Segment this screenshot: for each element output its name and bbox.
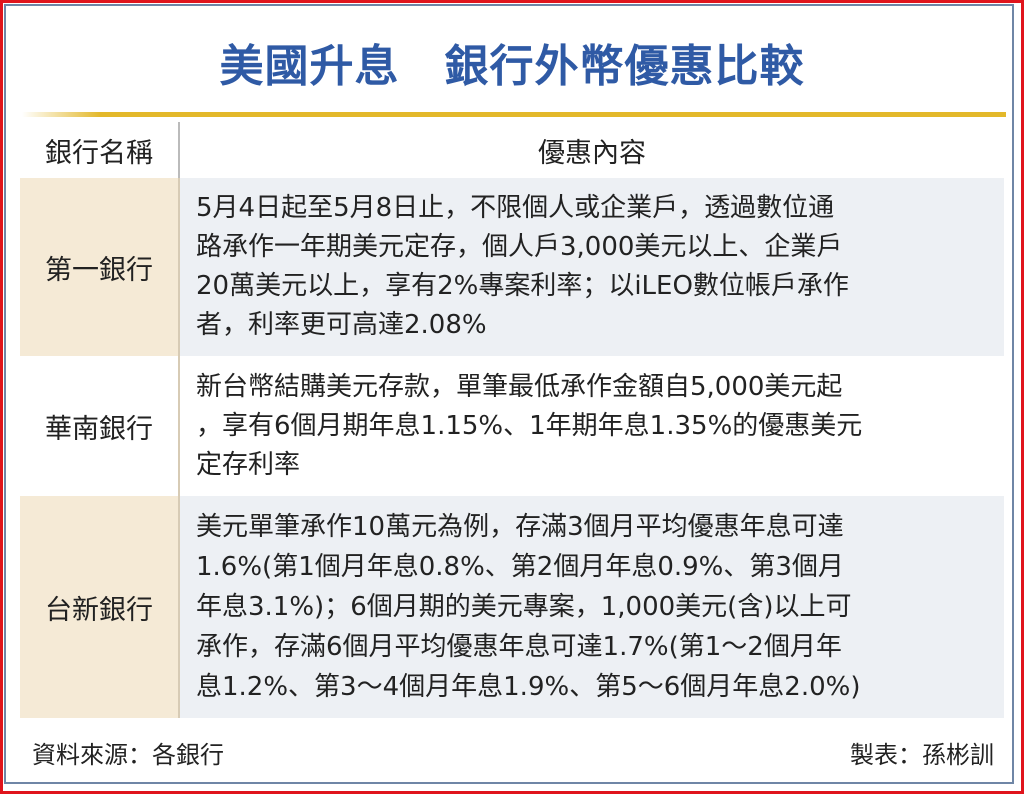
offer-content: 美元單筆承作10萬元為例，存滿3個月平均優惠年息可達 1.6%(第1個月年息0.… [179, 496, 1004, 718]
table-row: 華南銀行 新台幣結購美元存款，單筆最低承作金額自5,000美元起 ，享有6個月期… [20, 356, 1004, 496]
table-header-row: 銀行名稱 優惠內容 [20, 122, 1004, 178]
content-line: 新台幣結購美元存款，單筆最低承作金額自5,000美元起 [196, 371, 843, 402]
content-line: 息1.2%、第3～4個月年息1.9%、第5～6個月年息2.0%) [196, 672, 861, 702]
bank-name: 台新銀行 [20, 496, 180, 718]
comparison-table: 銀行名稱 優惠內容 第一銀行 5月4日起至5月8日止，不限個人或企業戶，透過數位… [20, 122, 1004, 718]
content-line: 5月4日起至5月8日止，不限個人或企業戶，透過數位通 [196, 193, 835, 223]
content-line: ，享有6個月期年息1.15%、1年期年息1.35%的優惠美元 [196, 410, 863, 441]
content-line: 1.6%(第1個月年息0.8%、第2個月年息0.9%、第3個月 [196, 552, 844, 582]
header-bank-name: 銀行名稱 [20, 122, 180, 178]
content-line: 承作，存滿6個月平均優惠年息可達1.7%(第1～2個月年 [196, 632, 842, 662]
table-row: 台新銀行 美元單筆承作10萬元為例，存滿3個月平均優惠年息可達 1.6%(第1個… [20, 496, 1004, 718]
content-line: 定存利率 [196, 449, 301, 480]
table-row: 第一銀行 5月4日起至5月8日止，不限個人或企業戶，透過數位通 路承作一年期美元… [20, 178, 1004, 356]
chart-credit: 製表：孫彬訓 [850, 741, 994, 769]
content-line: 者，利率更可高達2.08% [196, 310, 487, 340]
bank-name: 華南銀行 [20, 356, 180, 496]
content-line: 路承作一年期美元定存，個人戶3,000美元以上、企業戶 [196, 232, 843, 262]
data-source: 資料來源：各銀行 [32, 741, 224, 769]
bank-name: 第一銀行 [20, 178, 180, 356]
content-line: 20萬美元以上，享有2%專案利率；以iLEO數位帳戶承作 [196, 271, 849, 301]
content-line: 美元單筆承作10萬元為例，存滿3個月平均優惠年息可達 [196, 512, 844, 542]
title-divider [22, 112, 1006, 117]
offer-content: 新台幣結購美元存款，單筆最低承作金額自5,000美元起 ，享有6個月期年息1.1… [179, 356, 1004, 496]
header-content: 優惠內容 [538, 137, 646, 169]
offer-content: 5月4日起至5月8日止，不限個人或企業戶，透過數位通 路承作一年期美元定存，個人… [179, 178, 1004, 356]
page-title: 美國升息 銀行外幣優惠比較 [219, 41, 805, 92]
content-line: 年息3.1%)；6個月期的美元專案，1,000美元(含)以上可 [196, 592, 852, 622]
